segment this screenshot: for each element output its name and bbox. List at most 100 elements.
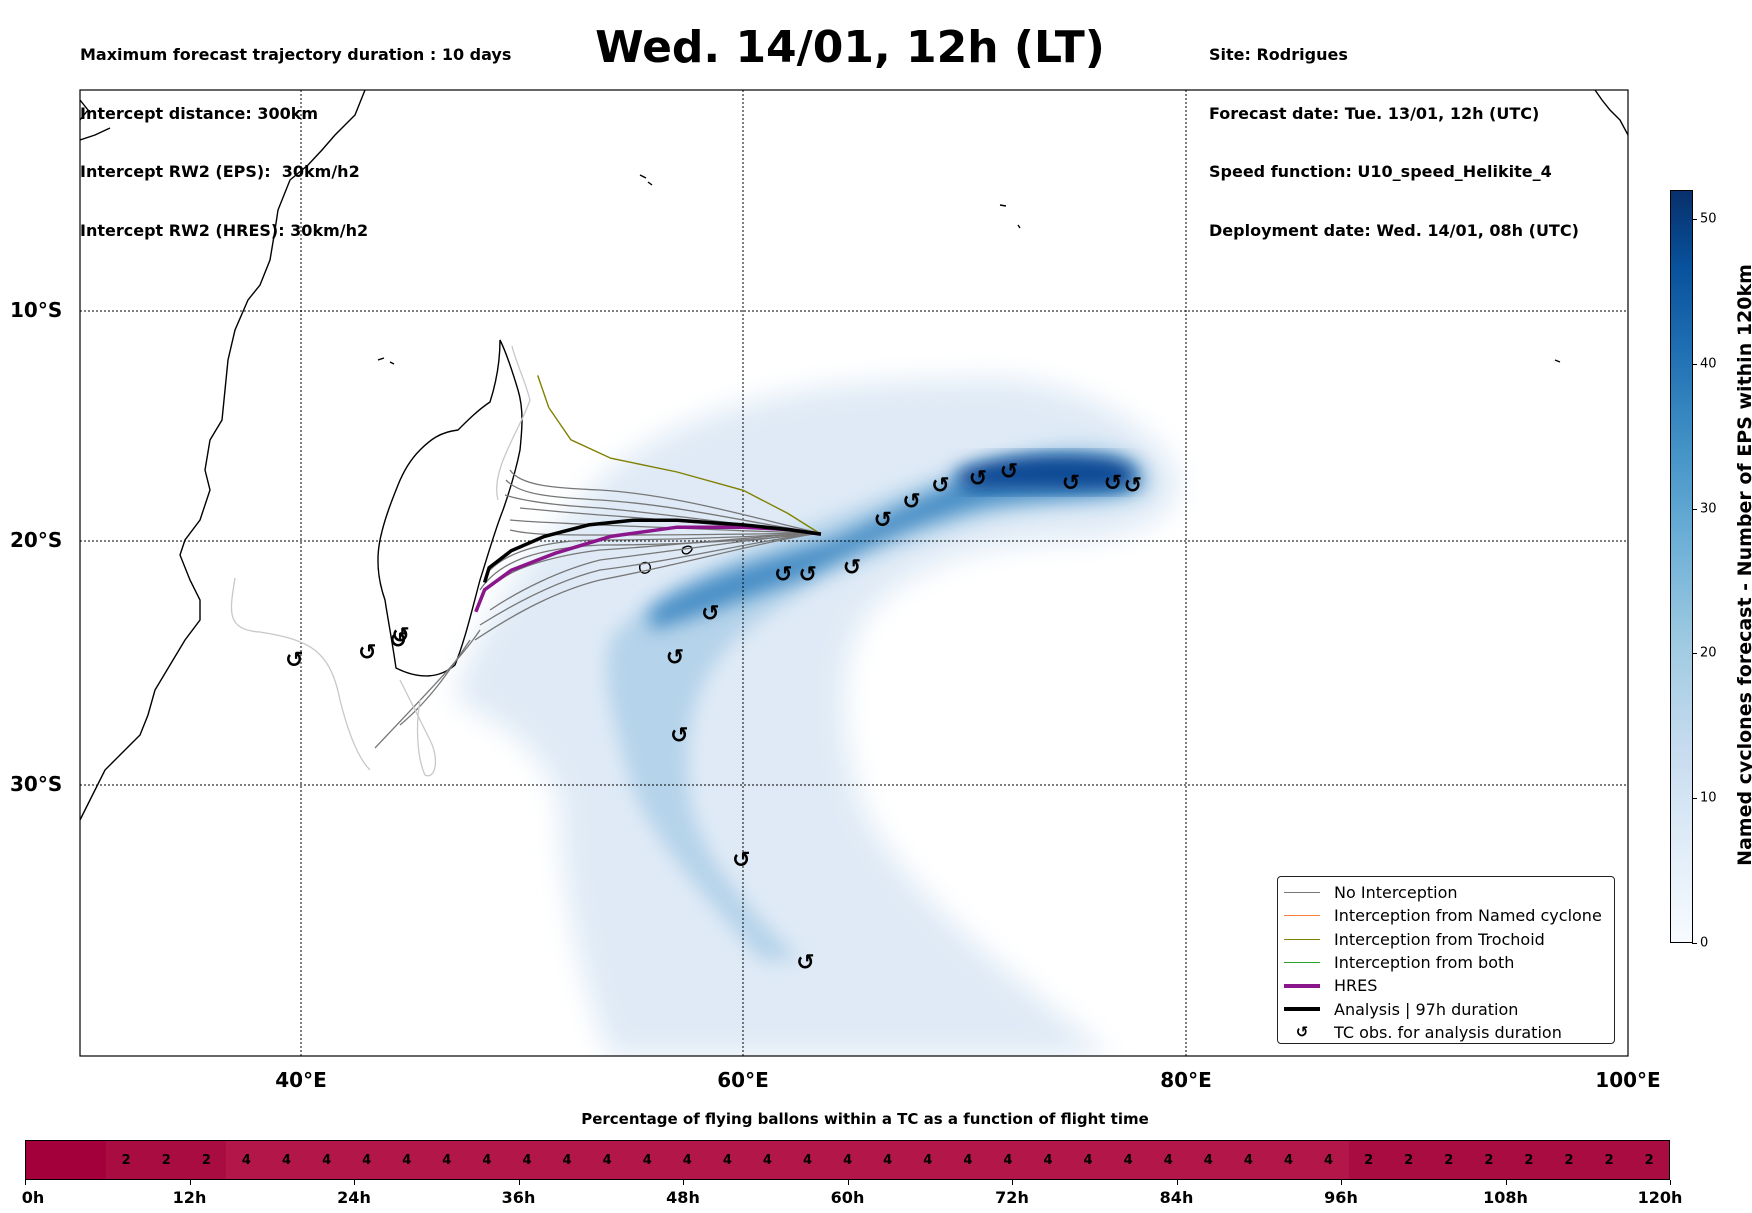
tc-obs-marker: ↺ <box>666 646 684 671</box>
strip-cell: 4 <box>1228 1141 1269 1179</box>
strip-tick <box>1505 1180 1507 1185</box>
legend-item-named-cyclone: Interception from Named cyclone <box>1278 904 1614 927</box>
strip-cell: 4 <box>987 1141 1028 1179</box>
trajectory-line <box>499 532 821 581</box>
legend-swatch-line <box>1284 1007 1320 1012</box>
header-right: Site: Rodrigues Forecast date: Tue. 13/0… <box>1209 6 1579 260</box>
strip-cell: 4 <box>1108 1141 1149 1179</box>
trajectory-line <box>509 469 821 534</box>
header-intercept-distance: Intercept distance: 300km <box>80 103 319 123</box>
tc-obs-marker: ↺ <box>732 848 750 873</box>
header-left: Maximum forecast trajectory duration : 1… <box>80 6 511 260</box>
sri-lanka-coastline <box>1594 90 1628 136</box>
strip-cell: 4 <box>907 1141 948 1179</box>
tc-obs-marker: ↺ <box>774 563 792 588</box>
strip-cell: 4 <box>947 1141 988 1179</box>
analysis-trajectory <box>482 518 822 584</box>
lon-label-80e: 80°E <box>1160 1068 1212 1092</box>
reunion-coastline <box>681 545 693 555</box>
map-gridlines <box>80 90 1628 1056</box>
strip-title: Percentage of flying ballons within a TC… <box>581 1110 1149 1128</box>
colorbar-tick <box>1692 943 1697 944</box>
colorbar-tick <box>1692 218 1697 220</box>
tc-obs-marker: ↺ <box>796 951 814 976</box>
strip-cell: 4 <box>346 1141 387 1179</box>
legend-label: Interception from Named cyclone <box>1334 906 1602 926</box>
legend-item-no-interception: No Interception <box>1278 881 1614 904</box>
lat-label-20s: 20°S <box>10 528 63 552</box>
tc-obs-marker: ↺ <box>1104 471 1122 496</box>
strip-cell: 2 <box>1629 1141 1670 1179</box>
lon-label-40e: 40°E <box>275 1068 327 1092</box>
strip-cell: 4 <box>1148 1141 1189 1179</box>
light-trajectory-line <box>230 577 371 771</box>
strip-cell: 4 <box>627 1141 668 1179</box>
strip-tick <box>1176 1180 1178 1185</box>
trajectory-line <box>479 532 821 626</box>
tc-obs-marker: ↺ <box>389 629 407 654</box>
colorbar-tick <box>1692 363 1697 365</box>
strip-cell: 4 <box>1308 1141 1349 1179</box>
legend-swatch-line <box>1284 962 1320 964</box>
trajectory-line <box>474 532 821 641</box>
africa-east-horn-coast <box>80 99 111 141</box>
header-forecast-date: Forecast date: Tue. 13/01, 12h (UTC) <box>1209 103 1540 123</box>
strip-cell: 4 <box>827 1141 868 1179</box>
comoros-coastline <box>377 357 395 365</box>
light-trajectory-line <box>399 679 437 777</box>
legend-swatch-line <box>1284 892 1320 894</box>
colorbar-tick-label: 0 <box>1700 935 1709 951</box>
colorbar-tick <box>1692 798 1697 800</box>
tc-obs-marker: ↺ <box>843 555 861 580</box>
strip-cell: 4 <box>547 1141 588 1179</box>
tc-obs-marker: ↺ <box>670 724 688 749</box>
africa-coastline <box>80 90 366 821</box>
strip-tick <box>518 1180 520 1185</box>
strip-tick-label: 48h <box>666 1188 700 1207</box>
strip-cell: 2 <box>1348 1141 1389 1179</box>
colorbar-tick <box>1692 653 1697 655</box>
trajectory-line <box>489 532 821 571</box>
tc-obs-marker: ↺ <box>1124 473 1142 498</box>
map-legend: No Interception Interception from Named … <box>1277 876 1615 1044</box>
strip-cell: 4 <box>867 1141 908 1179</box>
strip-tick-label: 72h <box>995 1188 1029 1207</box>
lat-label-10s: 10°S <box>10 298 63 322</box>
colorbar-tick-label: 30 <box>1700 501 1717 517</box>
colorbar <box>1670 190 1693 943</box>
strip-cell: 2 <box>186 1141 227 1179</box>
strip-tick <box>25 1180 26 1185</box>
strip-tick-label: 36h <box>501 1188 536 1207</box>
strip-cell: 4 <box>707 1141 748 1179</box>
strip-tick-label: 0h <box>21 1188 45 1207</box>
strip-cell: 4 <box>466 1141 507 1179</box>
strip-cell: 2 <box>1468 1141 1509 1179</box>
trajectory-line <box>374 629 481 749</box>
colorbar-tick-label: 50 <box>1700 211 1717 227</box>
strip-tick <box>1341 1180 1342 1185</box>
strip-cell: 2 <box>106 1141 147 1179</box>
strip-cell: 4 <box>1188 1141 1229 1179</box>
strip-cell: 2 <box>1428 1141 1469 1179</box>
legend-item-both: Interception from both <box>1278 951 1614 974</box>
strip-cell <box>26 1141 67 1179</box>
strip-cell: 4 <box>587 1141 628 1179</box>
strip-cell: 4 <box>226 1141 267 1179</box>
density-core-region <box>956 455 1137 490</box>
tc-obs-marker: ↺ <box>701 602 719 627</box>
colorbar-label: Named cyclones forecast - Number of EPS … <box>1734 264 1752 866</box>
chagos-coastline <box>999 204 1021 229</box>
strip-cell: 4 <box>1268 1141 1309 1179</box>
strip-cell: 2 <box>146 1141 187 1179</box>
trajectory-line <box>509 519 821 534</box>
strip-tick-label: 96h <box>1324 1188 1358 1207</box>
legend-swatch-line <box>1284 915 1320 917</box>
strip-tick <box>847 1180 849 1185</box>
coastlines <box>80 90 1628 821</box>
legend-label: HRES <box>1334 976 1378 996</box>
map-content: ↺ ↺ ↺↺↺↺↺↺↺ ↺ ↺↺↺↺ ↺ ↺ ↺ ↺ ↺↺ <box>80 90 1628 1056</box>
strip-tick <box>354 1180 355 1185</box>
strip-tick-label: 24h <box>337 1188 371 1207</box>
seychelles-coastline <box>639 174 653 186</box>
